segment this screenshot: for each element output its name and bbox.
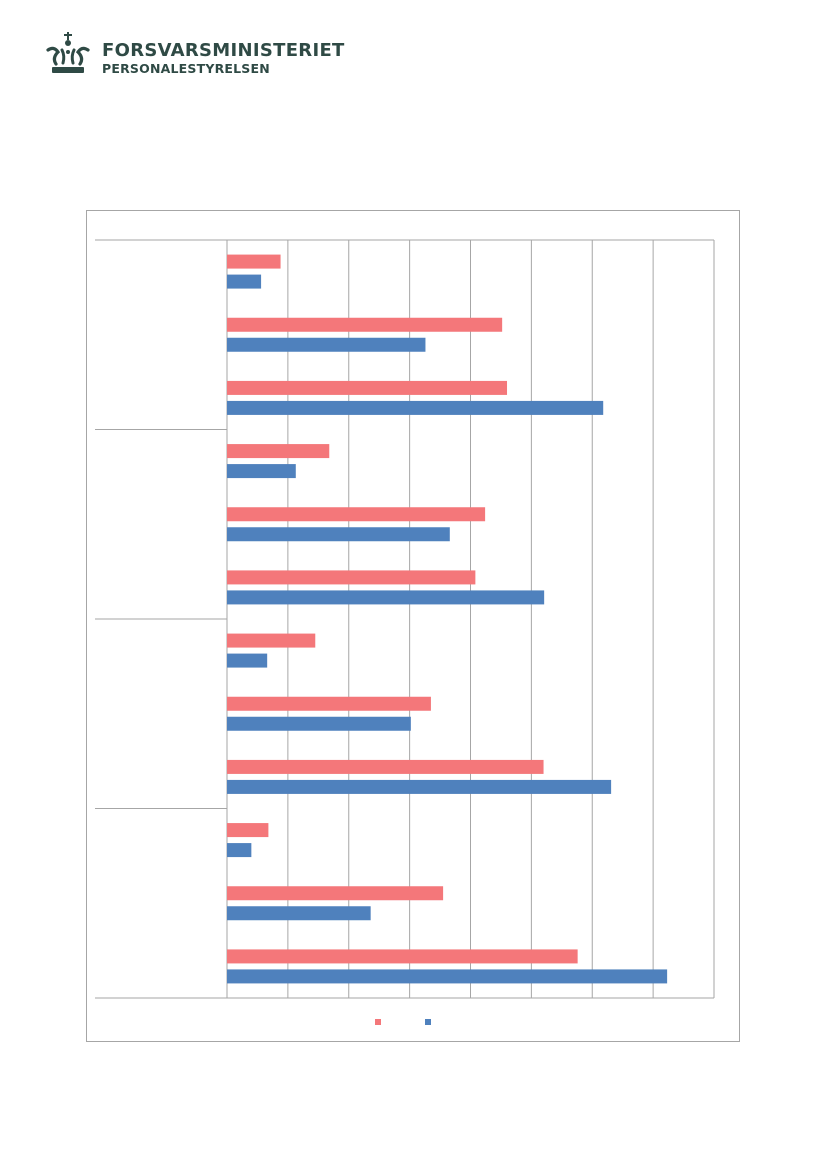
bar-series-1: [227, 823, 269, 838]
crown-icon: [46, 32, 90, 73]
legend-marker-series-2: [425, 1019, 431, 1025]
bar-series-2: [227, 590, 545, 605]
bar-series-1: [227, 633, 316, 648]
legend-marker-series-1: [375, 1019, 381, 1025]
bar-series-2: [227, 464, 296, 479]
bar-series-1: [227, 759, 544, 774]
bar-series-1: [227, 949, 578, 964]
bar-series-2: [227, 906, 371, 921]
bar-series-1: [227, 507, 486, 522]
bar-series-2: [227, 274, 262, 289]
bar-series-1: [227, 444, 330, 459]
bar-series-2: [227, 527, 450, 542]
bar-series-1: [227, 570, 476, 585]
bar-series-1: [227, 886, 444, 901]
bars-layer: [227, 254, 668, 984]
legend: [375, 1019, 431, 1025]
bar-series-1: [227, 254, 281, 269]
header: FORSVARSMINISTERIET PERSONALESTYRELSEN: [44, 30, 344, 80]
chart-frame: [86, 210, 740, 1042]
org-name: FORSVARSMINISTERIET: [102, 40, 345, 61]
bar-series-2: [227, 337, 426, 352]
bar-chart: [95, 239, 715, 1025]
bar-series-1: [227, 696, 431, 711]
bar-series-2: [227, 779, 612, 794]
bar-series-2: [227, 969, 668, 984]
bar-series-2: [227, 653, 268, 668]
bar-series-1: [227, 317, 503, 332]
bar-series-2: [227, 400, 604, 415]
bar-series-1: [227, 380, 508, 395]
bar-series-2: [227, 716, 411, 731]
bar-series-2: [227, 843, 252, 858]
org-subtitle: PERSONALESTYRELSEN: [102, 61, 270, 76]
grid-layer: [95, 239, 715, 999]
